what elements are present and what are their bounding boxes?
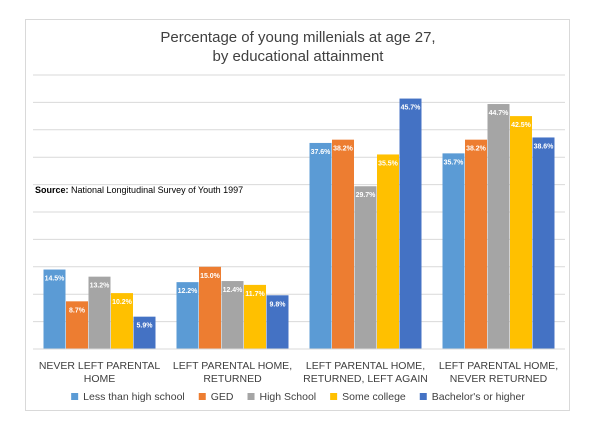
bar [309,142,332,349]
data-label: 38.6% [534,143,555,150]
chart-title-line-2: by educational attainment [213,48,385,65]
legend-swatch [419,393,427,400]
data-label: 29.7% [356,192,377,199]
data-label: 12.2% [178,288,199,295]
category-label: LEFT PARENTAL HOME, [439,360,558,372]
legend-label: GED [211,391,234,403]
legend-swatch [330,393,338,400]
bar [111,293,133,349]
bar [221,281,244,349]
legend-item: High School [247,391,317,403]
legend-swatch [71,393,79,400]
category-label: RETURNED, LEFT AGAIN [303,373,428,385]
legend-swatch [247,393,255,400]
bar [465,139,487,349]
bar [377,154,399,349]
category-label: NEVER RETURNED [450,373,548,385]
data-label: 11.7% [245,291,265,298]
bar [244,284,266,349]
bar [487,104,510,349]
bar [266,295,289,349]
bar [354,186,377,349]
data-label: 5.9% [137,323,154,330]
data-label: 10.2% [112,299,133,306]
data-label: 35.5% [378,160,399,167]
data-label: 45.7% [401,105,422,112]
legend-item: Bachelor's or higher [419,391,526,403]
bar [442,153,465,349]
chart-frame: Percentage of young millenials at age 27… [25,19,570,411]
legend-swatch [198,393,206,400]
data-label: 13.2% [90,283,111,290]
chart-svg: Percentage of young millenials at age 27… [33,29,565,403]
source-note: Source: National Longitudinal Survey of … [35,185,243,195]
bars [43,98,555,350]
data-label: 35.7% [444,159,465,166]
data-label: 9.8% [270,301,287,308]
data-label: 12.4% [223,287,244,294]
data-label: 44.7% [489,110,510,117]
legend-item: GED [198,391,234,403]
bar [43,269,66,349]
legend-item: Some college [330,391,406,403]
bar [532,137,555,349]
source-note-text: National Longitudinal Survey of Youth 19… [69,185,244,195]
bar [332,139,354,349]
legend-label: Some college [342,391,406,403]
bar [88,276,111,349]
data-labels: 14.5% 8.7% 13.2% 10.2% 5.9% 12.2% 15.0%12.4%11… [45,105,555,330]
data-label: 38.2% [333,146,354,153]
category-label: NEVER LEFT PARENTAL [39,360,161,372]
bar [510,116,532,349]
bar [199,266,221,349]
bar [399,98,422,350]
data-label: 42.5% [511,122,532,129]
category-label: LEFT PARENTAL HOME, [173,360,292,372]
chart-title-line-1: Percentage of young millenials at age 27… [160,29,435,46]
data-label: 8.7% [69,307,86,314]
bar [66,301,88,349]
data-label: 37.6% [311,149,332,156]
legend-label: Bachelor's or higher [432,391,526,403]
legend-item: Less than high school [71,391,185,403]
category-label: LEFT PARENTAL HOME, [306,360,425,372]
source-note-label: Source: [35,185,69,195]
legend-label: Less than high school [83,391,185,403]
data-label: 14.5% [45,276,66,283]
data-label: 15.0% [200,273,221,280]
legend-label: High School [260,391,317,403]
bar [176,282,199,349]
category-label: HOME [84,373,116,385]
data-label: 38.2% [466,146,487,153]
legend: Less than high school GED High School Some … [71,391,525,403]
category-label: RETURNED [203,373,262,385]
bar [133,316,156,349]
